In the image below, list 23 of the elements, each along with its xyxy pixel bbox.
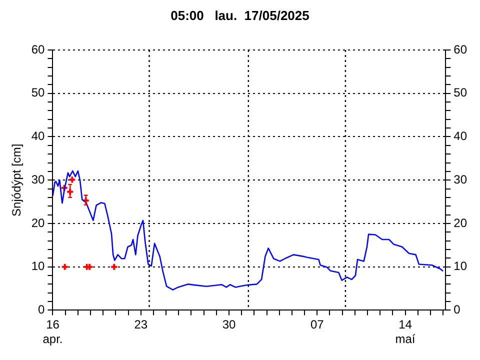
y2-tick-label: 20 (454, 216, 468, 230)
y2-tick-label: 60 (454, 42, 468, 56)
y-tick-label: 40 (31, 129, 46, 144)
point (110, 262, 118, 271)
x-tick-label: 30 (222, 318, 236, 332)
x-tick-label: 23 (134, 318, 148, 332)
y2-tick-label: 10 (454, 259, 468, 274)
y2-tick-label: 40 (454, 129, 468, 144)
y-tick-label: 60 (31, 42, 46, 56)
y2-tick-label: 0 (454, 302, 461, 317)
y-tick-label: 20 (31, 216, 46, 230)
y-tick-label: 30 (31, 172, 46, 186)
x-tick-label: 07 (310, 318, 324, 332)
x-tick-label: 16 apr. (42, 318, 63, 346)
x-tick-label: 14 maí (395, 318, 416, 346)
y-axis-title: Snjódýpt [cm] (10, 144, 24, 216)
y2-tick-label: 30 (454, 172, 468, 186)
y2-tick-label: 50 (454, 86, 468, 100)
chart-title: 05:00 lau. 17/05/2025 (170, 8, 310, 23)
point (60, 262, 69, 271)
y-tick-label: 10 (31, 259, 46, 274)
y-tick-label: 0 (38, 302, 46, 317)
y-tick-label: 50 (31, 86, 46, 100)
